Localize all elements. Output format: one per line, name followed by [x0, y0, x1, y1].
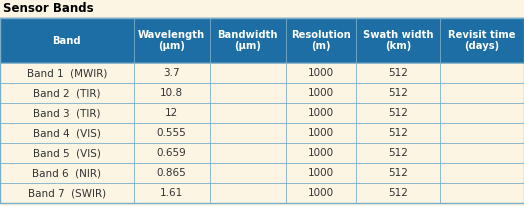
Text: Band 2  (TIR): Band 2 (TIR) [33, 88, 101, 98]
Bar [0, 163, 524, 183]
Text: 3.7: 3.7 [163, 68, 180, 78]
Text: 1000: 1000 [308, 108, 334, 118]
Text: Swath width
(km): Swath width (km) [363, 30, 433, 51]
Text: Band 5  (VIS): Band 5 (VIS) [33, 148, 101, 158]
Text: 12: 12 [165, 108, 178, 118]
Text: 10.8: 10.8 [160, 88, 183, 98]
Text: 512: 512 [388, 188, 408, 198]
Text: 1000: 1000 [308, 88, 334, 98]
Text: Wavelength
(μm): Wavelength (μm) [138, 30, 205, 51]
Text: Band 6  (NIR): Band 6 (NIR) [32, 168, 101, 178]
Text: 1000: 1000 [308, 168, 334, 178]
Text: 1000: 1000 [308, 128, 334, 138]
Text: 512: 512 [388, 148, 408, 158]
Text: 0.555: 0.555 [157, 128, 187, 138]
Text: Band 7  (SWIR): Band 7 (SWIR) [28, 188, 106, 198]
Bar [0, 123, 524, 143]
Text: 512: 512 [388, 168, 408, 178]
Text: 512: 512 [388, 108, 408, 118]
Text: 1000: 1000 [308, 148, 334, 158]
Text: Band 3  (TIR): Band 3 (TIR) [33, 108, 101, 118]
Text: Band 1  (MWIR): Band 1 (MWIR) [27, 68, 107, 78]
Text: Resolution
(m): Resolution (m) [291, 30, 351, 51]
Bar [0, 63, 524, 83]
Text: 512: 512 [388, 128, 408, 138]
Text: 1.61: 1.61 [160, 188, 183, 198]
Bar [0, 18, 524, 63]
Text: 0.865: 0.865 [157, 168, 187, 178]
Bar [0, 83, 524, 103]
Text: Revisit time
(days): Revisit time (days) [449, 30, 516, 51]
Bar [0, 103, 524, 123]
Bar [0, 143, 524, 163]
Text: Band 4  (VIS): Band 4 (VIS) [33, 128, 101, 138]
Text: Band: Band [52, 35, 81, 46]
Text: Sensor Bands: Sensor Bands [3, 2, 94, 15]
Text: 1000: 1000 [308, 188, 334, 198]
Text: 512: 512 [388, 68, 408, 78]
Text: 512: 512 [388, 88, 408, 98]
Text: Bandwidth
(μm): Bandwidth (μm) [217, 30, 278, 51]
Text: 1000: 1000 [308, 68, 334, 78]
Text: 0.659: 0.659 [157, 148, 187, 158]
Bar [0, 183, 524, 203]
